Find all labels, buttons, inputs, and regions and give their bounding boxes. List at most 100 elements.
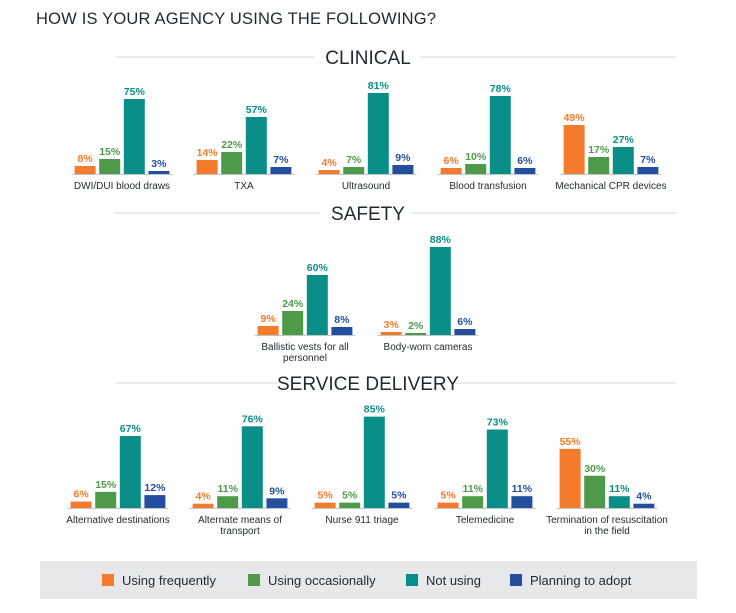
data-label: 9% <box>269 485 285 497</box>
legend-swatch-planning-to-adopt <box>510 574 522 586</box>
category-label: Nurse 911 triage <box>325 515 399 526</box>
bar-mechanical-cpr-devices-planning-to-adopt <box>637 167 659 174</box>
data-label: 10% <box>465 151 487 163</box>
bar-chart: CLINICAL 8% 15% 75% 3% DWI/DUI blood draws 14%… <box>66 48 676 537</box>
bar-telemedicine-not-using <box>486 429 508 508</box>
category-label: Ultrasound <box>342 181 390 192</box>
data-label: 14% <box>197 147 219 159</box>
bar-mechanical-cpr-devices-using-occasionally <box>588 157 610 174</box>
data-label: 6% <box>444 155 460 167</box>
chart-title: HOW IS YOUR AGENCY USING THE FOLLOWING? <box>36 10 437 28</box>
data-label: 11% <box>217 483 238 495</box>
data-label: 8% <box>334 314 350 326</box>
data-label: 76% <box>242 413 264 425</box>
data-label: 22% <box>221 139 243 151</box>
legend-item-using-frequently: Using frequently <box>102 572 216 588</box>
bar-body-worn-cameras-planning-to-adopt <box>454 329 476 335</box>
data-label: 4% <box>322 157 338 169</box>
legend-label: Using frequently <box>122 572 216 588</box>
category-label: Mechanical CPR devices <box>555 181 666 192</box>
category-label: Alternate means of <box>198 515 282 526</box>
data-label: 7% <box>640 154 656 166</box>
bar-ultrasound-using-frequently <box>318 170 340 174</box>
data-label: 49% <box>564 112 586 124</box>
legend: Using frequently Using occasionally Not … <box>40 561 697 599</box>
bar-ballistic-vests-for-all-personnel-using-frequently <box>257 326 279 335</box>
data-label: 27% <box>613 134 635 146</box>
data-label: 17% <box>588 144 610 156</box>
legend-item-using-occasionally: Using occasionally <box>248 572 376 588</box>
category-label: TXA <box>234 181 254 192</box>
bar-blood-transfusion-using-occasionally <box>465 164 487 174</box>
bar-txa-not-using <box>245 117 267 174</box>
bar-blood-transfusion-using-frequently <box>440 168 462 174</box>
data-label: 81% <box>368 80 390 92</box>
section-title-safety: SAFETY <box>331 204 405 225</box>
data-label: 11% <box>462 483 483 495</box>
data-label: 6% <box>74 489 90 501</box>
data-label: 6% <box>517 155 533 167</box>
legend-label: Using occasionally <box>268 572 376 588</box>
bar-ultrasound-using-occasionally <box>343 167 365 174</box>
bar-termination-of-resuscitation-in-the-field-planning-to-adopt <box>633 503 655 508</box>
bar-alternative-destinations-using-occasionally <box>95 491 117 508</box>
bar-termination-of-resuscitation-in-the-field-using-occasionally <box>584 475 606 508</box>
legend-swatch-using-occasionally <box>248 574 260 586</box>
bar-alternate-means-of-transport-planning-to-adopt <box>266 498 288 508</box>
data-label: 4% <box>196 491 212 503</box>
data-label: 7% <box>273 154 289 166</box>
data-label: 8% <box>78 153 94 165</box>
bar-dwi-dui-blood-draws-planning-to-adopt <box>148 171 170 174</box>
category-label: personnel <box>283 353 327 364</box>
bar-blood-transfusion-planning-to-adopt <box>514 168 536 174</box>
section-title-clinical: CLINICAL <box>325 48 411 69</box>
bar-nurse-911-triage-planning-to-adopt <box>388 502 410 508</box>
data-label: 15% <box>95 479 117 491</box>
category-label: Telemedicine <box>456 515 515 526</box>
section-title-service-delivery: SERVICE DELIVERY <box>277 374 459 395</box>
bar-nurse-911-triage-using-occasionally <box>339 502 361 508</box>
data-label: 12% <box>144 482 166 494</box>
data-label: 11% <box>609 483 630 495</box>
data-label: 60% <box>307 262 329 274</box>
category-label: Body-worn cameras <box>384 342 473 353</box>
data-label: 73% <box>487 417 509 429</box>
data-label: 88% <box>430 234 452 246</box>
bar-txa-planning-to-adopt <box>270 167 292 174</box>
legend-item-not-using: Not using <box>406 572 481 588</box>
legend-swatch-using-frequently <box>102 574 114 586</box>
data-label: 5% <box>318 490 334 502</box>
category-label: Ballistic vests for all <box>261 342 348 353</box>
bar-ballistic-vests-for-all-personnel-not-using <box>306 275 328 335</box>
data-label: 4% <box>636 491 652 503</box>
legend-item-planning-to-adopt: Planning to adopt <box>510 572 631 588</box>
data-label: 57% <box>246 104 268 116</box>
bar-body-worn-cameras-using-frequently <box>380 332 402 335</box>
data-label: 9% <box>261 313 277 325</box>
data-label: 85% <box>364 404 386 416</box>
data-label: 30% <box>584 463 606 475</box>
bar-ultrasound-not-using <box>367 93 389 174</box>
bar-txa-using-occasionally <box>221 152 243 174</box>
data-label: 78% <box>490 83 512 95</box>
bar-alternate-means-of-transport-not-using <box>241 426 263 508</box>
data-label: 55% <box>560 436 582 448</box>
bar-nurse-911-triage-using-frequently <box>314 502 336 508</box>
data-label: 5% <box>441 490 457 502</box>
bar-body-worn-cameras-not-using <box>429 247 451 335</box>
data-label: 5% <box>391 490 407 502</box>
bar-dwi-dui-blood-draws-not-using <box>123 99 145 174</box>
data-label: 9% <box>395 152 411 164</box>
data-label: 75% <box>124 86 146 98</box>
bar-nurse-911-triage-not-using <box>363 416 385 508</box>
data-label: 15% <box>99 146 121 158</box>
bar-ultrasound-planning-to-adopt <box>392 165 414 174</box>
bar-telemedicine-using-occasionally <box>462 496 484 508</box>
bar-telemedicine-planning-to-adopt <box>511 496 533 508</box>
bar-alternative-destinations-planning-to-adopt <box>144 495 166 508</box>
bar-ballistic-vests-for-all-personnel-using-occasionally <box>282 311 304 335</box>
bar-termination-of-resuscitation-in-the-field-using-frequently <box>559 448 581 508</box>
bar-alternative-destinations-not-using <box>119 435 141 508</box>
bar-mechanical-cpr-devices-not-using <box>612 147 634 174</box>
legend-label: Planning to adopt <box>530 572 632 588</box>
